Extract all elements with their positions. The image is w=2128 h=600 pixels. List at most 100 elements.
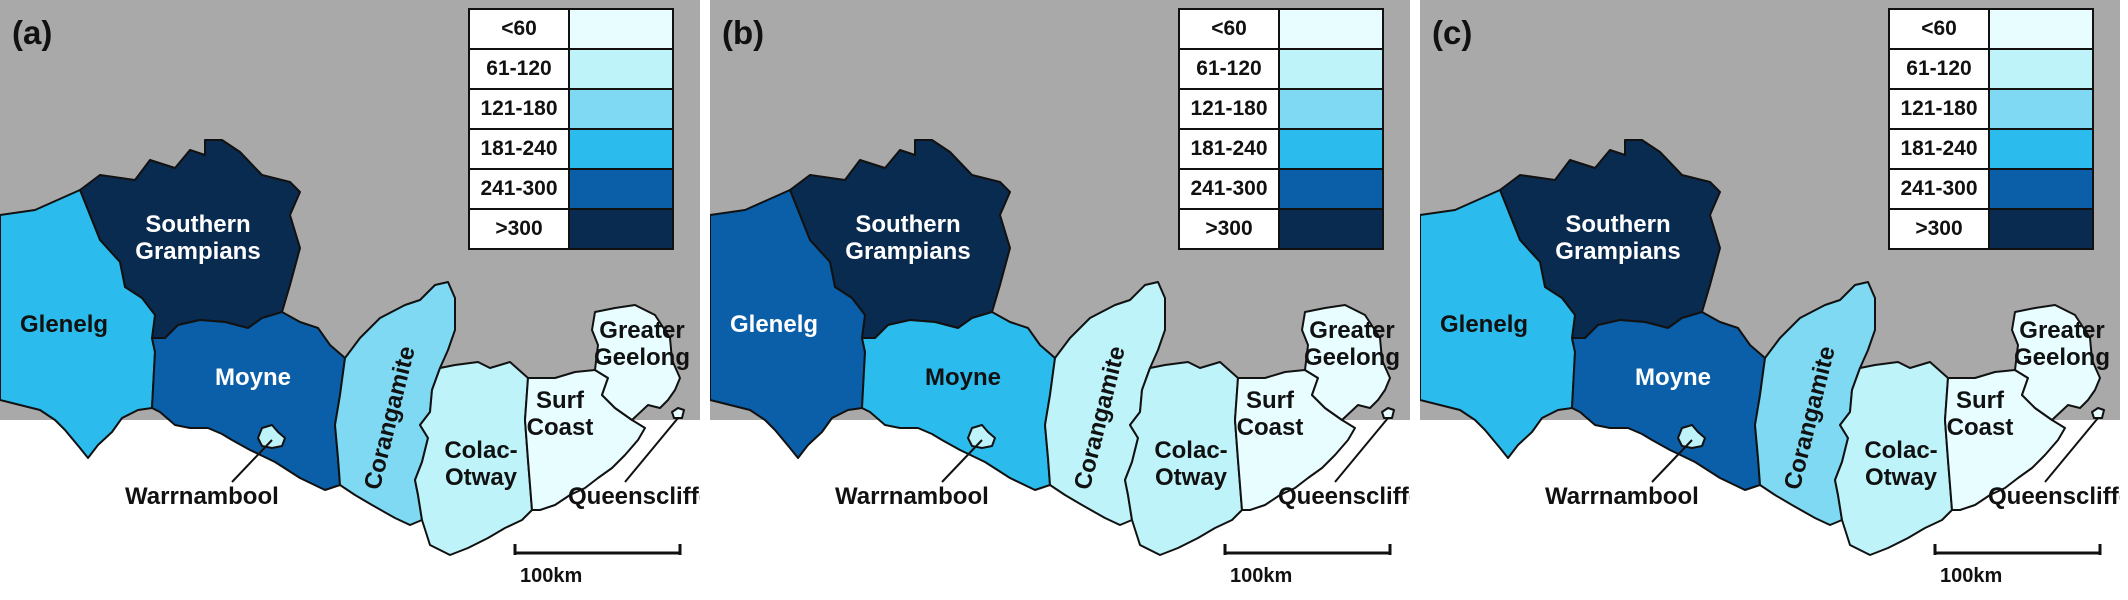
legend-swatch [1990,130,2092,168]
scale-bar [1223,544,1392,555]
region-label-warrnambool: Warrnambool [125,483,279,510]
legend-swatch [1280,130,1382,168]
legend-class-label: 121-180 [1890,90,1990,128]
region-label-glenelg: Glenelg [1440,311,1529,338]
map-panel-b: (b) <60 61-120 121-180 181-240 241-300 >… [710,0,1410,600]
legend-swatch [1280,90,1382,128]
map-panel-c: (c) <60 61-120 121-180 181-240 241-300 >… [1420,0,2120,600]
region-label-colac-otway: Colac-Otway [1864,437,1938,491]
panel-label: (c) [1432,14,1473,51]
legend-row: <60 [470,10,672,50]
region-shape-queenscliffe [2091,407,2105,419]
legend-class-label: 181-240 [1180,130,1280,168]
region-label-glenelg: Glenelg [20,311,109,338]
legend-swatch [1990,90,2092,128]
legend-class-label: <60 [1890,10,1990,48]
region-label-greater-geelong: Greater Geelong [1303,317,1400,371]
legend-row: 241-300 [1180,170,1382,210]
legend-swatch [570,90,672,128]
region-label-greater-geelong: Greater Geelong [2013,317,2110,371]
legend: <60 61-120 121-180 181-240 241-300 >300 [1178,8,1384,250]
legend-class-label: 241-300 [1180,170,1280,208]
region-label-warrnambool: Warrnambool [1545,483,1699,510]
legend-row: 121-180 [470,90,672,130]
legend-row: 241-300 [470,170,672,210]
region-shape-queenscliffe [671,407,685,419]
region-label-warrnambool: Warrnambool [835,483,989,510]
legend-swatch [570,170,672,208]
legend-class-label: >300 [1890,210,1990,248]
region-label-southern-grampians: Southern Grampians [1555,211,1681,265]
callout-line-warrnambool [231,439,273,483]
region-label-surf-coast: Surf Coast [1236,387,1304,441]
legend-class-label: 181-240 [470,130,570,168]
legend-swatch [570,210,672,248]
legend-class-label: >300 [1180,210,1280,248]
legend-row: 61-120 [470,50,672,90]
legend-class-label: <60 [1180,10,1280,48]
region-shape-colac-otway [1834,361,1953,556]
legend: <60 61-120 121-180 181-240 241-300 >300 [1888,8,2094,250]
legend-row: 241-300 [1890,170,2092,210]
legend-swatch [570,130,672,168]
region-label-colac-otway: Colac-Otway [1154,437,1228,491]
legend-class-label: 61-120 [1180,50,1280,88]
legend-class-label: 121-180 [470,90,570,128]
region-shape-glenelg [710,189,866,459]
region-label-surf-coast: Surf Coast [526,387,594,441]
legend-row: 61-120 [1890,50,2092,90]
map-panel-a: (a) <60 61-120 121-180 181-240 241-300 >… [0,0,700,600]
callout-line-warrnambool [1651,439,1693,483]
region-shape-greater-geelong [2011,304,2101,421]
legend-swatch [1990,50,2092,88]
region-label-moyne: Moyne [925,364,1002,391]
scale-bar-label: 100km [1230,565,1293,587]
region-label-queenscliffe: Queenscliffe [1988,483,2120,510]
legend-row: 181-240 [1890,130,2092,170]
legend-class-label: 121-180 [1180,90,1280,128]
scale-bar [1933,544,2102,555]
map-canvas [1420,0,2120,556]
legend-row: 61-120 [1180,50,1382,90]
legend-swatch [1990,170,2092,208]
legend-class-label: 241-300 [470,170,570,208]
legend-swatch [1990,210,2092,248]
scale-bar-label: 100km [1940,565,2003,587]
legend-swatch [1280,210,1382,248]
region-label-queenscliffe: Queenscliffe [568,483,700,510]
legend-row: 181-240 [470,130,672,170]
callout-line-queenscliffe [2044,417,2099,483]
legend-swatch [570,50,672,88]
legend-row: 121-180 [1180,90,1382,130]
legend-row: >300 [1890,210,2092,248]
region-label-colac-otway: Colac-Otway [444,437,518,491]
legend-row: >300 [470,210,672,248]
legend-class-label: 241-300 [1890,170,1990,208]
legend-row: >300 [1180,210,1382,248]
region-shape-greater-geelong [1301,304,1391,421]
callout-line-warrnambool [941,439,983,483]
legend-swatch [1280,10,1382,48]
legend-row: 121-180 [1890,90,2092,130]
legend-swatch [1280,170,1382,208]
scale-bar-label: 100km [520,565,583,587]
region-label-queenscliffe: Queenscliffe [1278,483,1410,510]
legend-row: <60 [1180,10,1382,50]
legend: <60 61-120 121-180 181-240 241-300 >300 [468,8,674,250]
region-label-glenelg: Glenelg [730,311,819,338]
region-shape-glenelg [0,189,156,459]
callout-line-queenscliffe [1334,417,1389,483]
legend-class-label: >300 [470,210,570,248]
legend-swatch [1990,10,2092,48]
region-label-moyne: Moyne [215,364,292,391]
region-label-greater-geelong: Greater Geelong [593,317,690,371]
panel-label: (a) [12,14,53,51]
region-label-southern-grampians: Southern Grampians [845,211,971,265]
region-shape-glenelg [1420,189,1576,459]
legend-swatch [570,10,672,48]
legend-swatch [1280,50,1382,88]
region-shape-greater-geelong [591,304,681,421]
region-label-surf-coast: Surf Coast [1946,387,2014,441]
region-label-southern-grampians: Southern Grampians [135,211,261,265]
